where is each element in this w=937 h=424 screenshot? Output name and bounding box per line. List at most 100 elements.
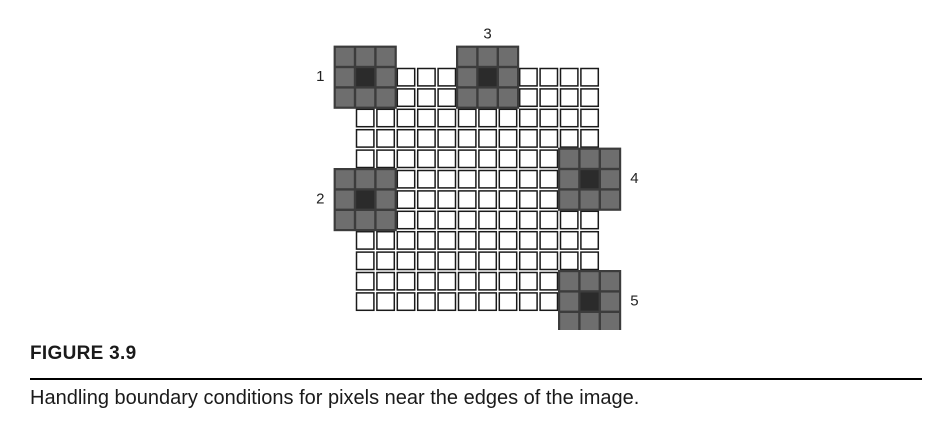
grid-cell [580,230,600,250]
neighbor-pixel [335,68,354,87]
grid-cell [498,230,518,250]
grid-cell [559,108,579,128]
grid-cell [457,251,477,271]
grid-cell [478,169,498,189]
grid-cell [355,271,375,291]
grid-cell [396,108,416,128]
grid-cell [355,108,375,128]
grid-cell [559,128,579,148]
grid-cell [457,190,477,210]
neighbor-pixel [601,170,619,189]
grid-cell [416,128,436,148]
grid-cell [416,251,436,271]
neighbor-pixel [560,272,579,291]
grid-cell [518,149,538,169]
grid-cell [498,128,518,148]
caption-rule [30,378,922,380]
neighbor-pixel [376,88,395,107]
neighbor-pixel [601,292,619,311]
grid-cell [580,108,600,128]
neighbor-pixel [580,272,599,291]
grid-cell [478,292,498,312]
grid-cell [539,67,559,87]
grid-cell [396,251,416,271]
grid-cell [478,149,498,169]
grid-cell [396,88,416,108]
window-4 [558,147,622,211]
grid-cell [376,292,396,312]
neighbor-pixel [335,47,354,66]
grid-cell [376,271,396,291]
grid-cell [559,230,579,250]
window-label-4: 4 [630,170,638,187]
neighbor-pixel [335,211,354,229]
grid-cell [457,230,477,250]
grid-cell [437,210,457,230]
neighbor-pixel [499,47,517,66]
grid-cell [478,230,498,250]
grid-cell [457,149,477,169]
grid-cell [498,108,518,128]
grid-cell [355,128,375,148]
grid-cell [580,67,600,87]
grid-cell [437,108,457,128]
grid-cell [396,128,416,148]
grid-cell [457,210,477,230]
grid-cell [457,292,477,312]
grid-cell [416,108,436,128]
neighbor-pixel [560,292,579,311]
center-pixel [580,170,599,189]
grid-cell [416,271,436,291]
grid-cell [539,251,559,271]
neighbor-pixel [356,47,375,66]
grid-cell [539,108,559,128]
neighbor-pixel [458,88,477,107]
figure-label: FIGURE 3.9 [30,343,137,364]
grid-cell [416,190,436,210]
neighbor-pixel [499,88,517,107]
grid-cell [498,149,518,169]
neighbor-pixel [356,88,375,107]
grid-cell [396,169,416,189]
grid-cell [396,190,416,210]
grid-cell [498,190,518,210]
neighbor-pixel [458,47,477,66]
grid-cell [376,230,396,250]
grid-cell [437,128,457,148]
neighbor-pixel [458,68,477,87]
grid-cell [416,292,436,312]
center-pixel [356,190,375,209]
neighbor-pixel [478,88,497,107]
grid-cell [437,190,457,210]
grid-cell [416,67,436,87]
grid-cell [478,108,498,128]
grid-cell [518,292,538,312]
grid-cell [539,230,559,250]
grid-cell [437,67,457,87]
grid-cell [518,190,538,210]
grid-cell [518,88,538,108]
neighbor-pixel [356,211,375,229]
neighbor-pixel [580,190,599,209]
center-pixel [478,68,497,87]
boundary-diagram: 1 2 3 4 5 [316,25,639,330]
grid-cell [416,88,436,108]
grid-cell [580,251,600,271]
neighbor-pixel [376,211,395,229]
grid-cell [396,271,416,291]
grid-cell [457,108,477,128]
grid-cell [376,251,396,271]
neighbor-pixel [376,68,395,87]
neighbor-pixel [601,313,619,330]
neighbor-pixel [335,88,354,107]
neighbor-pixel [478,47,497,66]
grid-cell [376,149,396,169]
grid-cell [478,271,498,291]
window-label-5: 5 [630,293,638,310]
grid-cell [518,271,538,291]
neighbor-pixel [560,149,579,168]
grid-cell [396,230,416,250]
grid-cell [498,251,518,271]
grid-cell [518,67,538,87]
grid-cell [559,251,579,271]
